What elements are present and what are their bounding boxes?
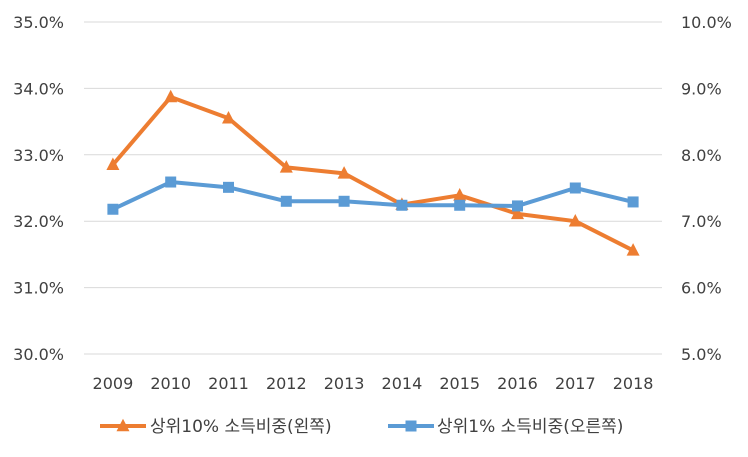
gridlines — [84, 21, 662, 355]
data-point-triangle — [279, 160, 293, 173]
left-tick-label: 33.0% — [13, 146, 64, 165]
x-tick-label: 2010 — [150, 374, 191, 393]
data-point-triangle — [337, 166, 351, 179]
series-layer — [106, 89, 640, 256]
data-point-square — [569, 182, 581, 194]
right-tick-label: 6.0% — [681, 279, 722, 298]
data-point-square — [512, 200, 523, 212]
data-point-triangle — [164, 89, 178, 103]
legend: 상위10% 소득비중(왼쪽) 상위1% 소득비중(오른쪽) — [100, 417, 623, 437]
legend-label: 상위10% 소득비중(왼쪽) — [150, 417, 332, 437]
series-1 — [106, 89, 640, 256]
data-point-square — [338, 195, 350, 207]
left-tick-label: 34.0% — [13, 79, 64, 98]
right-axis-ticks: 5.0% 6.0% 7.0% 8.0% 9.0% 10.0% — [681, 13, 732, 364]
left-tick-label: 31.0% — [13, 279, 64, 298]
data-point-square — [454, 199, 466, 211]
x-axis-ticks: 2009 2010 2011 2012 2013 2014 2015 2016 2017 2018 — [93, 374, 654, 393]
legend-marker-square — [405, 420, 417, 432]
data-point-square — [627, 196, 639, 208]
data-point-triangle — [511, 206, 524, 220]
x-tick-label: 2013 — [324, 374, 365, 393]
x-tick-label: 2018 — [613, 374, 654, 393]
legend-marker-triangle — [116, 418, 130, 432]
x-tick-label: 2012 — [266, 374, 307, 393]
data-point-triangle — [106, 157, 120, 171]
legend-label: 상위1% 소득비중(오른쪽) — [437, 417, 623, 437]
series-line — [110, 180, 636, 212]
data-point-square — [280, 195, 292, 207]
right-tick-label: 10.0% — [681, 13, 732, 32]
left-tick-label: 32.0% — [13, 212, 64, 231]
right-tick-label: 9.0% — [681, 79, 722, 98]
x-tick-label: 2014 — [382, 374, 423, 393]
data-point-square — [396, 199, 408, 211]
series-line — [110, 95, 636, 253]
left-tick-label: 35.0% — [13, 13, 64, 32]
data-point-square — [223, 181, 234, 193]
data-point-square — [165, 176, 177, 188]
data-point-triangle — [568, 213, 582, 227]
data-point-triangle — [222, 111, 235, 124]
x-tick-label: 2015 — [439, 374, 480, 393]
right-tick-label: 5.0% — [681, 345, 722, 364]
left-axis-ticks: 30.0% 31.0% 32.0% 33.0% 34.0% 35.0% — [13, 13, 64, 364]
x-tick-label: 2009 — [93, 374, 134, 393]
right-tick-label: 8.0% — [681, 146, 722, 165]
series-2 — [107, 176, 639, 215]
x-tick-label: 2011 — [208, 374, 249, 393]
legend-item-2: 상위1% 소득비중(오른쪽) — [388, 417, 623, 437]
x-tick-label: 2017 — [555, 374, 596, 393]
data-point-triangle — [453, 188, 467, 201]
left-tick-label: 30.0% — [13, 345, 64, 364]
legend-item-1: 상위10% 소득비중(왼쪽) — [100, 417, 332, 437]
right-tick-label: 7.0% — [681, 212, 722, 231]
x-tick-label: 2016 — [497, 374, 538, 393]
data-point-triangle — [626, 243, 640, 256]
data-point-square — [107, 203, 119, 215]
